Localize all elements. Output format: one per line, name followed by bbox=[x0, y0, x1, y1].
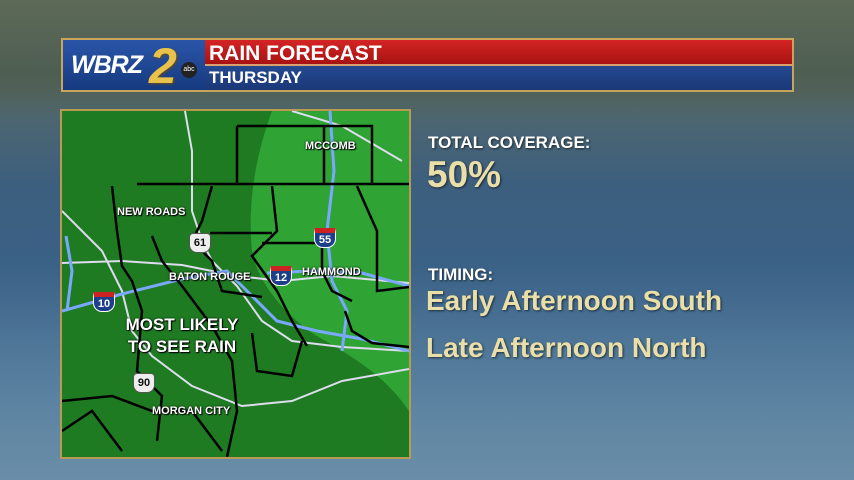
city-label-hammond: HAMMOND bbox=[302, 266, 361, 278]
coverage-value: 50% bbox=[427, 154, 502, 195]
logo-text: WBRZ bbox=[71, 51, 143, 79]
city-label-morgan-city: MORGAN CITY bbox=[152, 405, 231, 417]
timing-line-2: Late Afternoon North bbox=[426, 332, 707, 363]
city-label-new-roads: NEW ROADS bbox=[117, 206, 186, 218]
rain-map: MCCOMB NEW ROADS BATON ROUGE HAMMOND MOR… bbox=[60, 109, 411, 459]
annotation-line-2: TO SEE RAIN bbox=[127, 337, 237, 356]
coverage-label: TOTAL COVERAGE: bbox=[428, 133, 591, 152]
banner-title: RAIN FORECAST bbox=[209, 42, 382, 65]
city-label-baton-rouge: BATON ROUGE bbox=[169, 271, 251, 283]
timing-line-1: Early Afternoon South bbox=[426, 285, 723, 316]
map-graphic bbox=[62, 111, 409, 457]
annotation-line-1: MOST LIKELY bbox=[125, 315, 239, 334]
interstate-55-shield: 55 bbox=[314, 228, 336, 248]
timing-label: TIMING: bbox=[428, 265, 494, 284]
interstate-12-shield: 12 bbox=[270, 266, 292, 286]
interstate-10-shield: 10 bbox=[93, 292, 115, 312]
logo-number: 2 bbox=[149, 38, 177, 94]
parish-boundaries bbox=[62, 124, 409, 457]
banner-subtitle: THURSDAY bbox=[209, 68, 302, 87]
us-61-shield: 61 bbox=[189, 233, 211, 253]
map-annotation: MOST LIKELY TO SEE RAIN bbox=[112, 314, 252, 358]
title-banner: WBRZ 2 abc RAIN FORECAST THURSDAY bbox=[61, 38, 794, 94]
abc-logo: abc bbox=[181, 62, 197, 78]
us-90-shield: 90 bbox=[133, 373, 155, 393]
station-logo: WBRZ 2 abc bbox=[63, 38, 205, 94]
city-label-mccomb: MCCOMB bbox=[305, 140, 356, 152]
